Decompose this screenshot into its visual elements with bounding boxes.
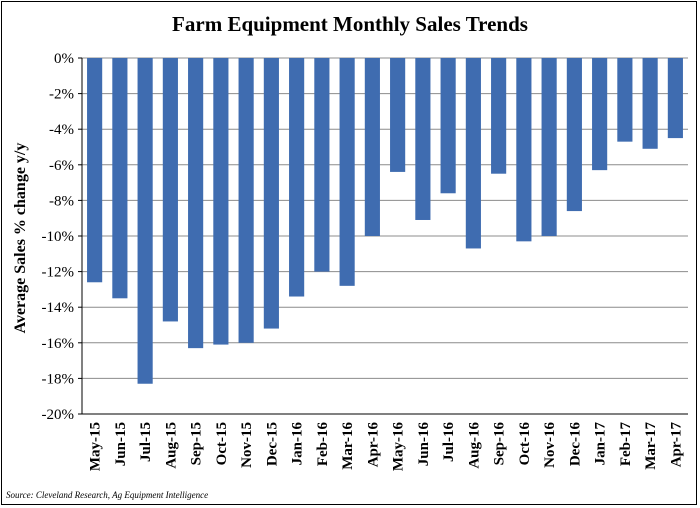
chart-title: Farm Equipment Monthly Sales Trends [172,12,528,36]
bar [642,58,658,149]
bar [364,58,380,236]
bar [516,58,532,242]
y-tick-label: -10% [42,229,75,245]
x-tick-label: Apr-17 [668,422,684,468]
x-tick-label: Sep-15 [189,422,205,465]
bar [213,58,229,345]
x-tick-label: Feb-16 [315,422,331,467]
bar [289,58,305,297]
y-tick-label: -4% [49,122,74,138]
x-tick-label: Dec-15 [264,422,280,466]
x-tick-label: May-16 [391,422,407,472]
bar [592,58,608,171]
x-tick-label: Apr-16 [365,422,381,468]
y-tick-label: -8% [49,193,74,209]
bar [617,58,633,142]
bar [238,58,254,343]
bar [667,58,683,139]
x-tick-label: Dec-16 [567,422,583,467]
x-tick-label: Aug-16 [466,422,482,469]
bar [188,58,204,349]
x-tick-label: Jun-15 [113,422,129,466]
x-tick-label: Jan-17 [593,422,609,466]
bar [491,58,507,174]
bar [112,58,128,299]
y-tick-label: -16% [42,336,75,352]
bar [390,58,406,172]
bar [137,58,153,384]
y-tick-label: -18% [42,371,75,387]
bar [465,58,481,249]
bar [263,58,279,329]
y-tick-label: -2% [49,87,74,103]
x-tick-label: Mar-16 [340,422,356,470]
bar [314,58,330,272]
x-tick-label: Aug-15 [163,422,179,469]
bar [440,58,456,194]
y-tick-label: -6% [49,158,74,174]
y-tick-label: 0% [54,51,74,67]
x-tick-label: Oct-15 [214,422,230,465]
x-tick-label: Nov-15 [239,422,255,468]
source-note: Source: Cleveland Research, Ag Equipment… [6,490,209,500]
x-tick-label: Feb-17 [618,422,634,467]
x-tick-label: Jan-16 [290,422,306,466]
x-tick-label: Jul-16 [441,422,457,463]
bar [339,58,355,286]
bar [541,58,557,236]
bar [162,58,178,322]
x-tick-label: Sep-16 [492,422,508,466]
bar [566,58,582,212]
x-tick-label: Mar-17 [643,422,659,470]
bar [87,58,103,283]
x-tick-label: Jun-16 [416,422,432,467]
x-tick-label: May-15 [88,422,104,471]
y-tick-label: -12% [42,265,75,281]
bar [415,58,431,220]
y-tick-label: -20% [42,407,75,423]
x-tick-label: Jul-15 [138,422,154,462]
y-tick-label: -14% [42,300,75,316]
x-tick-label: Oct-16 [517,422,533,466]
x-tick-label: Nov-16 [542,422,558,468]
